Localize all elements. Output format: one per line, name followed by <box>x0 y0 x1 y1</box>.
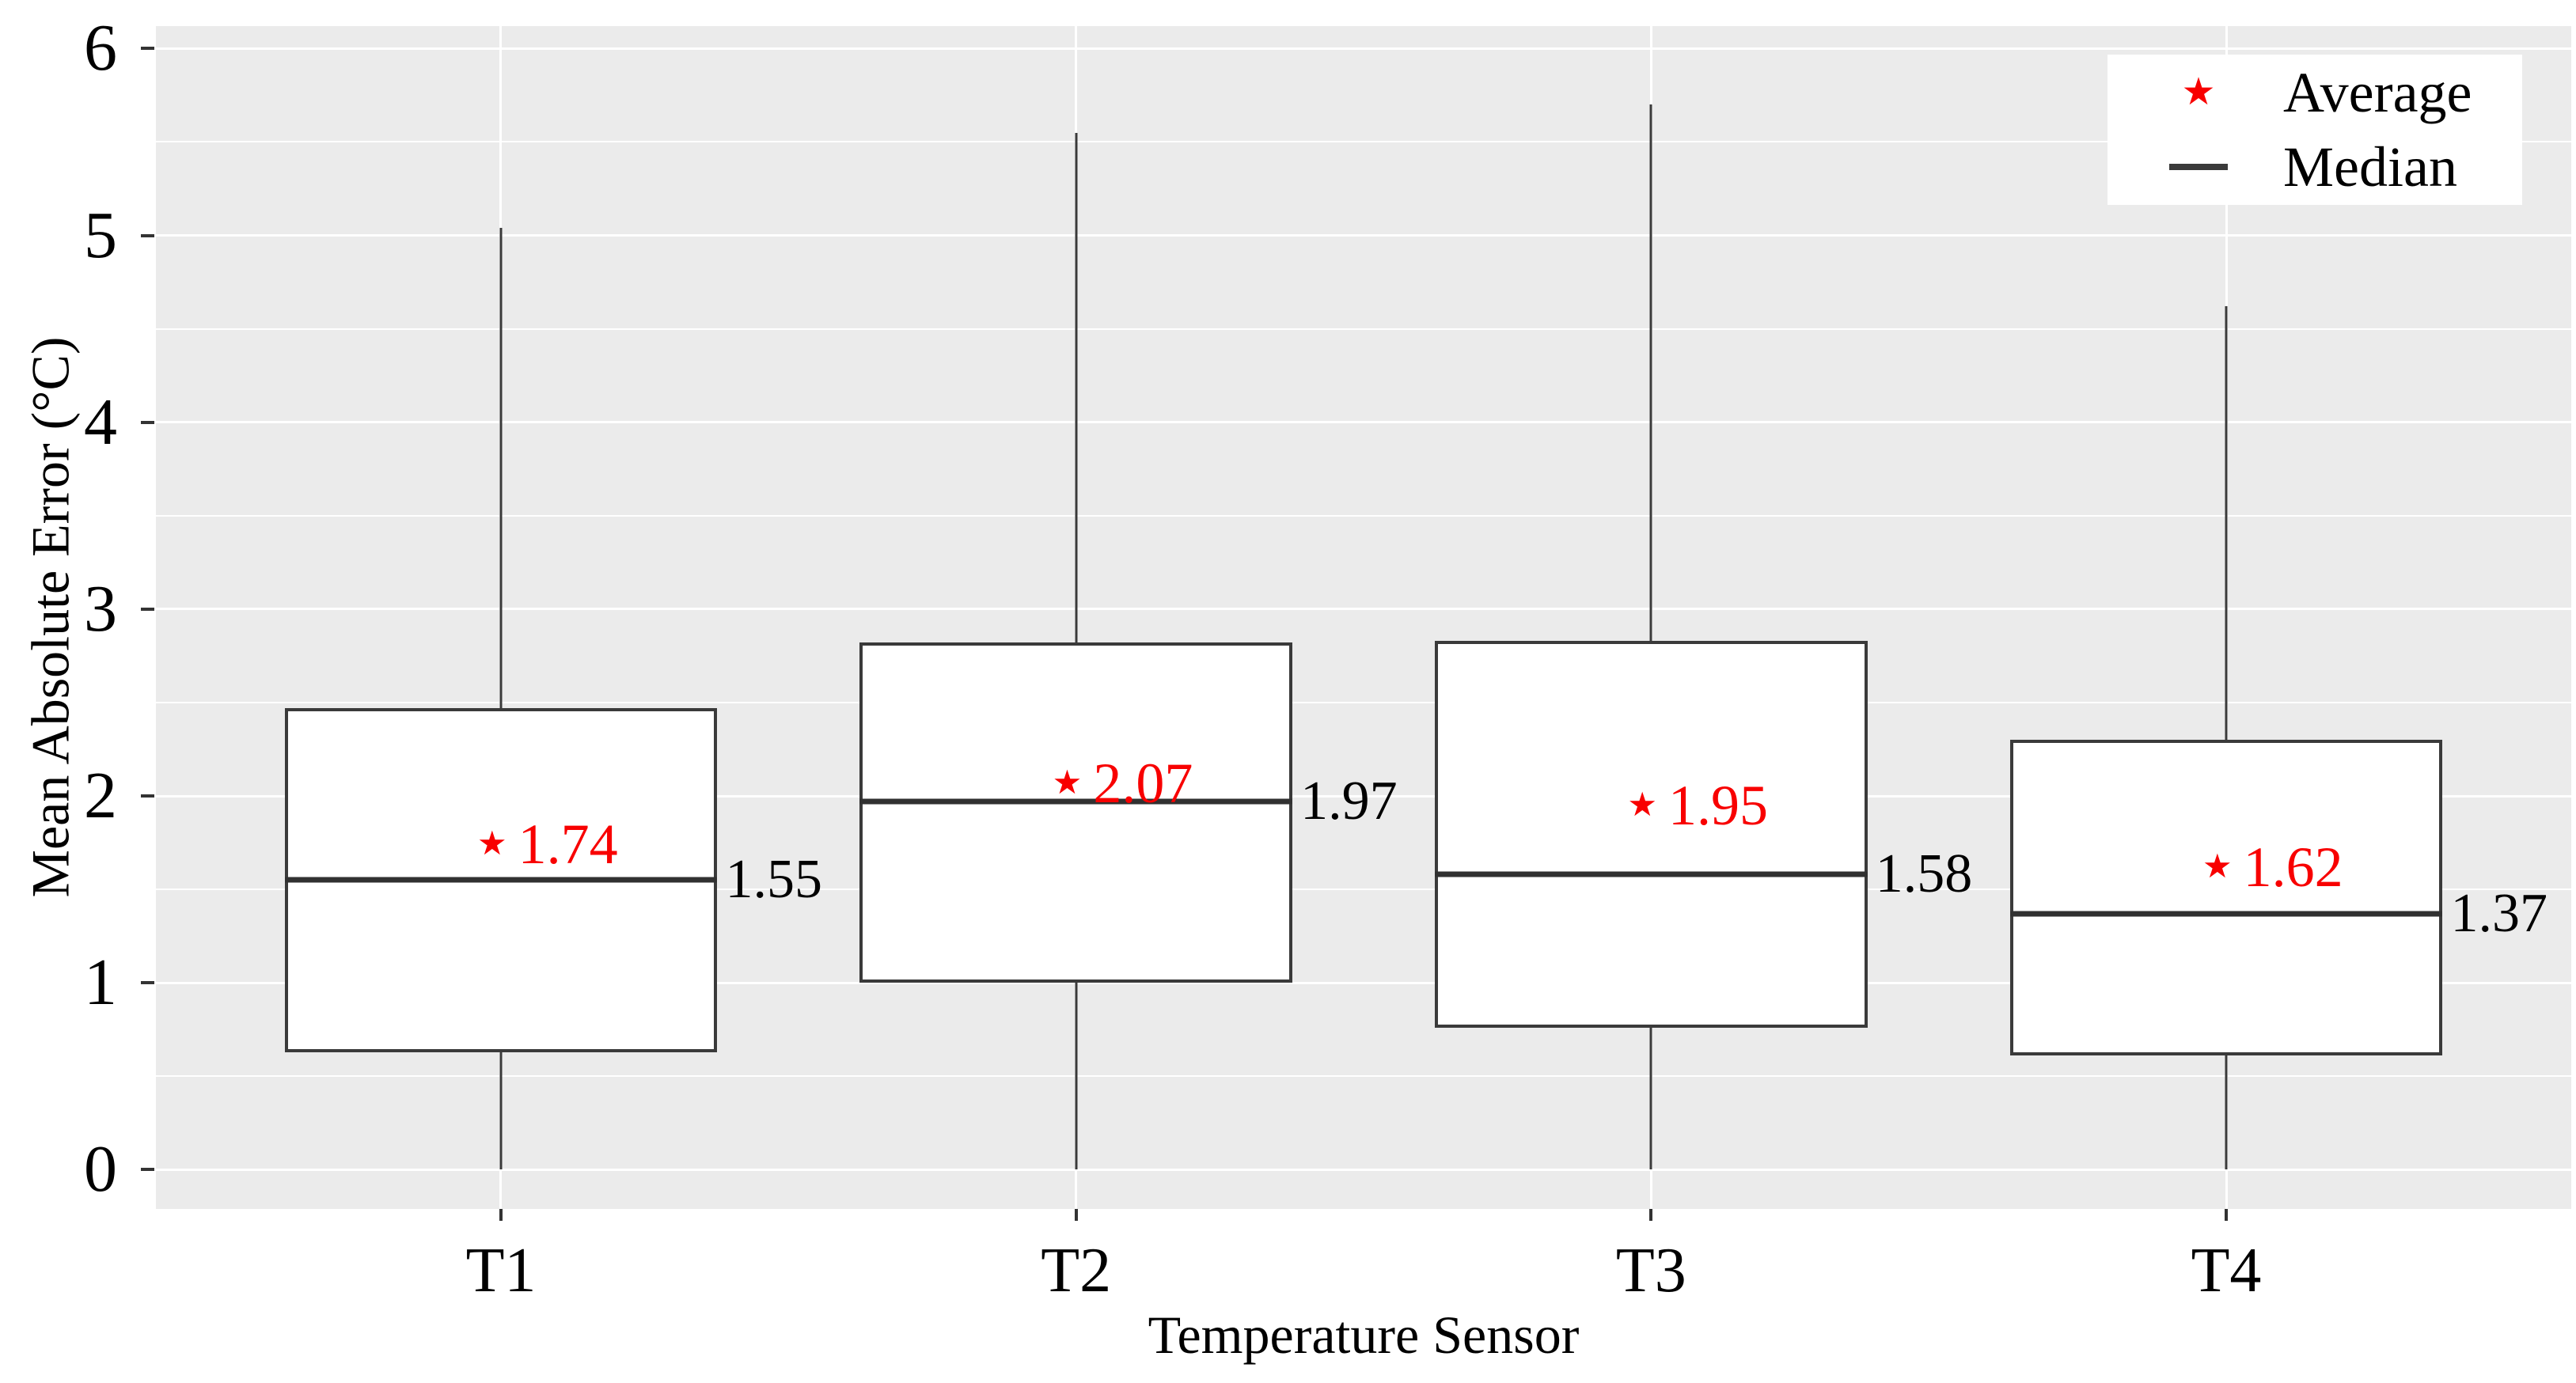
average-marker-row: ★ 1.95 <box>1627 777 1768 834</box>
whisker-line <box>2225 306 2228 1170</box>
x-axis-title: Temperature Sensor <box>1148 1305 1580 1365</box>
iqr-box <box>859 642 1293 983</box>
iqr-box <box>2009 740 2443 1056</box>
major-gridline <box>156 234 2571 237</box>
minor-gridline <box>156 328 2571 330</box>
average-value-label: 1.62 <box>2243 835 2343 899</box>
legend-label-median: Median <box>2283 135 2457 199</box>
median-value-label: 1.97 <box>1300 771 1398 832</box>
x-tick-mark <box>2225 1209 2228 1221</box>
y-tick-label: 4 <box>84 385 117 459</box>
legend-key-median <box>2139 164 2258 170</box>
y-tick-mark <box>141 981 154 985</box>
legend-row-average: ★ Average <box>2107 63 2522 123</box>
major-gridline <box>156 794 2571 798</box>
average-marker-row: ★ 1.62 <box>2202 839 2343 896</box>
median-value-label: 1.55 <box>725 849 822 911</box>
major-gridline <box>156 981 2571 984</box>
major-gridline <box>156 1168 2571 1171</box>
median-value-label: 1.58 <box>1875 843 1973 905</box>
x-tick-label: T2 <box>1041 1236 1112 1305</box>
average-value-label: 1.95 <box>1667 773 1768 837</box>
legend: ★ Average Median <box>2107 55 2522 205</box>
minor-gridline <box>156 889 2571 891</box>
y-tick-label: 6 <box>84 11 117 85</box>
whisker-line <box>499 228 503 1170</box>
whisker-line <box>1649 104 1652 1170</box>
average-marker-row: ★ 1.74 <box>477 816 618 873</box>
x-tick-label: T3 <box>1615 1236 1686 1305</box>
average-star-icon: ★ <box>1627 786 1657 824</box>
major-gridline <box>156 47 2571 50</box>
average-value-label: 1.74 <box>518 813 618 877</box>
median-line <box>2009 911 2443 917</box>
average-marker-row: ★ 2.07 <box>1053 755 1193 812</box>
star-icon: ★ <box>2181 71 2216 113</box>
plot-panel: ★ 1.74 1.55 ★ 2.07 1.97 ★ 1.95 1.58 ★ 1.62 1.37 <box>156 26 2571 1209</box>
y-tick-mark <box>141 233 154 237</box>
minor-gridline <box>156 1075 2571 1078</box>
y-tick-label: 0 <box>84 1132 117 1207</box>
x-tick-mark <box>1649 1209 1653 1221</box>
median-value-label: 1.37 <box>2450 882 2548 944</box>
y-tick-mark <box>141 420 154 424</box>
average-star-icon: ★ <box>1052 764 1083 801</box>
average-star-icon: ★ <box>476 826 507 863</box>
minor-gridline <box>156 141 2571 143</box>
y-tick-mark <box>141 607 154 611</box>
legend-label-average: Average <box>2283 61 2472 124</box>
average-star-icon: ★ <box>2202 848 2233 885</box>
median-line <box>1434 871 1868 877</box>
legend-key-average: ★ <box>2139 74 2258 112</box>
y-tick-mark <box>141 794 154 798</box>
x-tick-label: T4 <box>2191 1236 2262 1305</box>
y-axis-title: Mean Absolute Error (°C) <box>20 336 81 898</box>
y-tick-label: 3 <box>84 571 117 646</box>
y-tick-mark <box>141 1168 154 1172</box>
y-tick-label: 1 <box>84 945 117 1020</box>
x-tick-mark <box>499 1209 503 1221</box>
iqr-box <box>1434 641 1868 1028</box>
x-tick-label: T1 <box>465 1236 537 1305</box>
minor-gridline <box>156 701 2571 703</box>
minor-gridline <box>156 514 2571 517</box>
y-tick-mark <box>141 47 154 51</box>
y-tick-label: 2 <box>84 759 117 833</box>
legend-row-median: Median <box>2107 137 2522 197</box>
median-line-icon <box>2169 164 2228 170</box>
major-gridline <box>156 421 2571 424</box>
average-value-label: 2.07 <box>1093 751 1193 815</box>
median-line <box>859 798 1293 805</box>
median-line <box>284 877 718 883</box>
y-tick-label: 5 <box>84 198 117 272</box>
x-tick-mark <box>1074 1209 1078 1221</box>
major-gridline <box>156 608 2571 611</box>
